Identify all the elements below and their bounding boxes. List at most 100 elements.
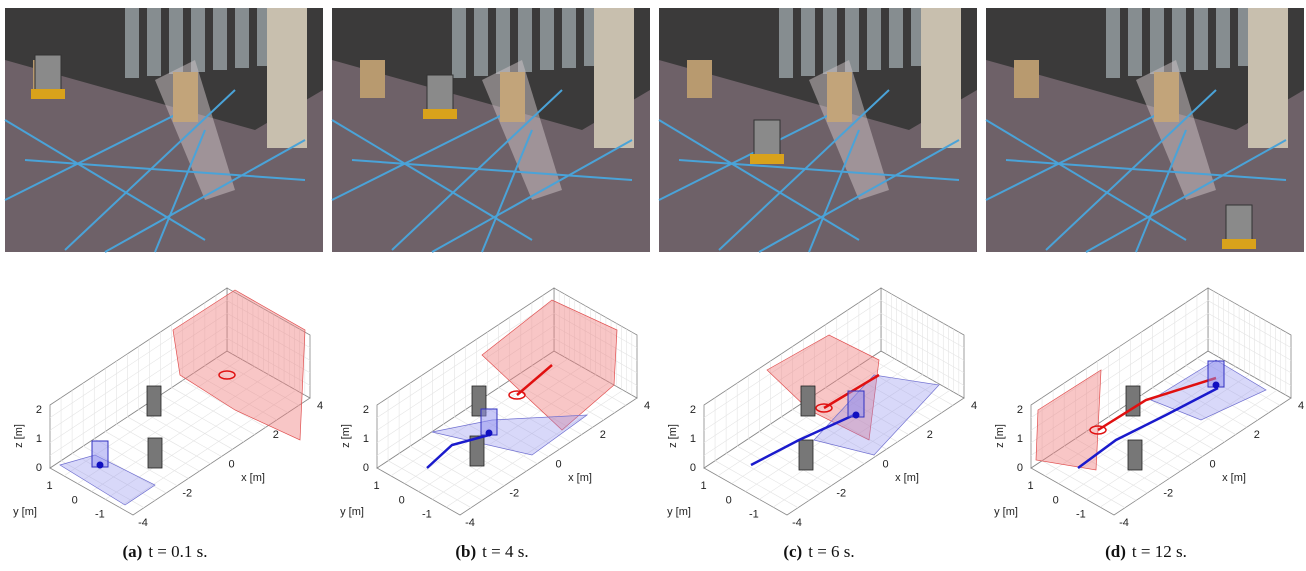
y-tick-label: -1 [749, 509, 759, 521]
fov-blue [59, 454, 156, 506]
photo [658, 8, 977, 253]
caption-text: t = 4 s. [482, 542, 528, 561]
photo-window [452, 8, 466, 78]
x-tick-label: 2 [600, 429, 606, 441]
photo-box [173, 72, 198, 122]
drone [218, 370, 236, 380]
robot [96, 461, 104, 469]
grid-line [49, 325, 311, 444]
photo-robot-base [423, 109, 457, 119]
obstacle [798, 439, 814, 471]
x-tick-label: 4 [971, 400, 977, 412]
z-axis-label: z [m] [994, 424, 1006, 448]
caption-label: (d) [1105, 542, 1126, 561]
photo-tape [985, 109, 1167, 201]
x-tick-label: 0 [882, 458, 888, 470]
photo-box [687, 60, 712, 98]
caption-label: (a) [122, 542, 142, 561]
x-tick-label: 4 [317, 400, 323, 412]
x-tick-label: -2 [182, 488, 192, 500]
obstacle [146, 385, 162, 417]
photo-tape [104, 139, 306, 253]
x-tick-label: -4 [792, 517, 802, 529]
z-tick-label: 2 [363, 404, 369, 416]
x-tick-label: -4 [465, 517, 475, 529]
grid-line [731, 366, 909, 484]
photo-robot [753, 119, 781, 159]
x-tick-label: -4 [138, 517, 148, 529]
x-axis-label: x [m] [568, 472, 592, 484]
photo-window [1216, 8, 1230, 68]
caption-text: t = 6 s. [808, 542, 854, 561]
x-tick-label: 4 [1298, 400, 1304, 412]
caption: (d) t = 12 s. [1105, 542, 1187, 561]
x-tick-label: -2 [836, 488, 846, 500]
x-axis-label: x [m] [895, 472, 919, 484]
z-tick-label: 0 [36, 462, 42, 474]
y-tick-label: -1 [1076, 509, 1086, 521]
grid-line [703, 312, 965, 431]
y-axis-label: y [m] [667, 506, 691, 518]
z-tick-label: 2 [1017, 404, 1023, 416]
grid-line [1100, 389, 1278, 508]
photo-pillar [1248, 8, 1288, 148]
photo-window [867, 8, 881, 70]
y-tick-label: 1 [46, 480, 52, 492]
photo-box [1014, 60, 1039, 98]
x-tick-label: 2 [273, 429, 279, 441]
photo-window [147, 8, 161, 76]
photo-tape [24, 159, 306, 181]
photo-robot-base [31, 89, 65, 99]
y-tick-label: 1 [373, 480, 379, 492]
grid-line [773, 389, 951, 508]
caption-text: t = 0.1 s. [148, 542, 207, 561]
x-tick-label: 0 [1209, 458, 1215, 470]
photo-window [518, 8, 532, 72]
z-tick-label: 0 [363, 462, 369, 474]
x-tick-label: -4 [1119, 517, 1129, 529]
photo-window [496, 8, 510, 74]
trajectory-red [1097, 376, 1217, 432]
y-axis-label: y [m] [13, 506, 37, 518]
grid-line [759, 382, 937, 500]
grid-line [1030, 338, 1292, 456]
grid-line [49, 300, 311, 418]
photo-tape [351, 159, 633, 181]
photo-robot-base [750, 154, 784, 164]
z-tick-label: 2 [690, 404, 696, 416]
grid-line [745, 374, 923, 492]
y-tick-label: -1 [422, 509, 432, 521]
z-axis-label: z [m] [667, 424, 679, 448]
photo-box [500, 72, 525, 122]
grid-line [1030, 312, 1292, 431]
grid-line [703, 338, 965, 456]
obstacle [1125, 385, 1141, 417]
fov-red [481, 299, 618, 431]
photo-tape [1045, 89, 1217, 251]
trajectory-blue [750, 413, 855, 467]
y-tick-label: 0 [1053, 494, 1059, 506]
photo-tape [678, 159, 960, 181]
y-axis-label: y [m] [994, 506, 1018, 518]
photo-tape [331, 109, 513, 201]
y-tick-label: 1 [1027, 480, 1033, 492]
photo-tape [4, 109, 186, 201]
photo-robot-base [1222, 239, 1256, 249]
caption-label: (c) [783, 542, 802, 561]
photo-tape [391, 89, 563, 251]
x-tick-label: 0 [228, 458, 234, 470]
x-tick-label: -2 [509, 488, 519, 500]
z-tick-label: 0 [690, 462, 696, 474]
x-axis-label: x [m] [1222, 472, 1246, 484]
z-axis-label: z [m] [340, 424, 352, 448]
photo-box [1154, 72, 1179, 122]
photo-tape [658, 119, 860, 241]
photo-window [474, 8, 488, 76]
z-tick-label: 0 [1017, 462, 1023, 474]
photo-tape [331, 119, 533, 241]
photo-window [889, 8, 903, 68]
trajectory-blue [426, 433, 490, 469]
